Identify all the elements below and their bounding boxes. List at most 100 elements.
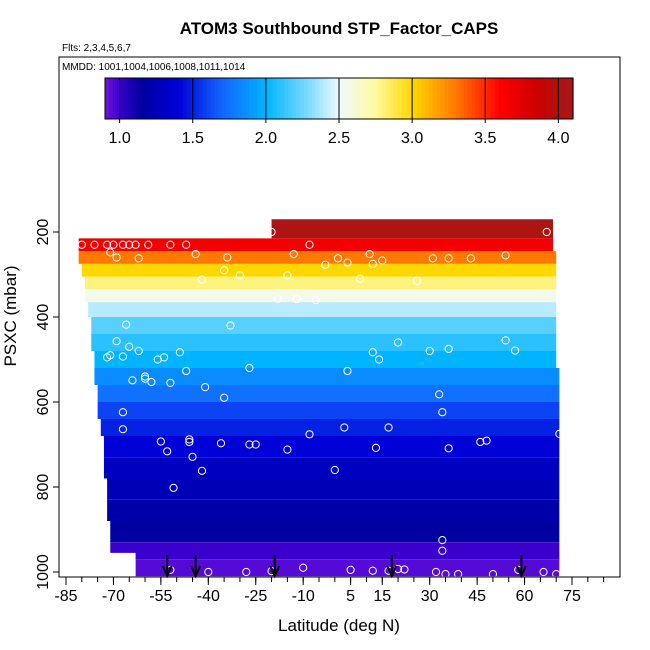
sample-marker xyxy=(539,567,548,577)
colorbar-swatch xyxy=(222,78,227,119)
sample-marker xyxy=(125,342,134,351)
colorbar-swatch xyxy=(179,78,184,119)
sample-marker xyxy=(197,275,207,284)
sample-marker xyxy=(77,240,86,249)
colorbar-swatch xyxy=(268,78,274,119)
y-axis: 200 400 600 800 1000 xyxy=(35,219,59,590)
y-tick-label: 400 xyxy=(35,304,52,331)
sample-marker xyxy=(216,439,226,448)
colorbar-swatch xyxy=(444,78,449,119)
x-tick-label: -25 xyxy=(244,588,267,605)
colorbar-swatch xyxy=(151,78,157,119)
sample-marker xyxy=(343,258,352,267)
sample-marker xyxy=(368,259,377,268)
colorbar-swatch xyxy=(487,78,492,119)
sample-marker xyxy=(185,435,194,444)
sample-marker xyxy=(125,240,134,249)
sample-marker xyxy=(330,465,339,475)
colorbar-swatch xyxy=(549,78,555,119)
colorbar-swatch xyxy=(120,78,126,119)
sample-marker xyxy=(134,346,143,356)
colorbar-swatch xyxy=(206,78,211,119)
colorbar-swatch xyxy=(315,78,321,119)
heatmap-band xyxy=(107,478,560,500)
y-tick-label: 1000 xyxy=(35,554,52,590)
colorbar-swatch xyxy=(198,78,204,119)
y-tick-label: 600 xyxy=(35,389,52,416)
colorbar-swatch xyxy=(428,78,434,119)
sample-marker xyxy=(226,321,235,330)
heatmap-band xyxy=(91,317,557,334)
sample-marker xyxy=(185,437,194,447)
sample-marker xyxy=(454,570,463,579)
heatmap-band xyxy=(88,302,557,317)
sample-marker xyxy=(476,437,485,447)
colorbar-swatch xyxy=(167,78,172,119)
sample-marker xyxy=(175,348,184,357)
colorbar-swatch xyxy=(370,78,375,119)
colorbar-swatch xyxy=(393,78,399,119)
lat-arrow-head xyxy=(190,565,202,579)
colorbar-swatch xyxy=(261,78,266,119)
colorbar-swatch xyxy=(175,78,180,119)
sample-marker xyxy=(235,271,245,280)
colorbar-swatch xyxy=(475,78,480,119)
sample-marker xyxy=(118,352,128,361)
colorbar-swatch xyxy=(378,78,383,119)
sample-marker xyxy=(425,346,434,356)
colorbar-swatch xyxy=(218,78,223,119)
colorbar-swatch xyxy=(350,78,356,119)
sample-marker xyxy=(103,240,112,249)
sample-marker xyxy=(90,240,99,249)
colorbar-swatch xyxy=(518,78,523,119)
sample-marker xyxy=(166,240,175,249)
colorbar-swatch xyxy=(409,78,414,119)
colorbar-swatch xyxy=(534,78,539,119)
sample-marker xyxy=(444,254,453,263)
colorbar-swatch xyxy=(417,78,422,119)
sample-marker xyxy=(134,254,143,263)
chart-title: ATOM3 Southbound STP_Factor_CAPS xyxy=(180,19,499,38)
colorbar-swatch xyxy=(241,78,246,119)
colorbar-swatch xyxy=(448,78,453,119)
colorbar-swatch xyxy=(541,78,547,119)
colorbar-swatch xyxy=(144,78,149,119)
sample-marker xyxy=(438,408,447,417)
sample-marker xyxy=(140,372,150,381)
sample-marker xyxy=(321,260,330,269)
x-tick-label: -85 xyxy=(54,588,77,605)
colorbar-swatch xyxy=(307,78,313,119)
sample-marker xyxy=(131,240,140,249)
colorbar-swatch xyxy=(452,78,457,119)
heatmap-band xyxy=(110,542,560,560)
sample-marker xyxy=(118,240,128,249)
heatmap-band xyxy=(78,251,557,264)
colorbar-swatch xyxy=(229,78,235,119)
colorbar-swatch xyxy=(389,78,395,119)
colorbar-swatch xyxy=(272,78,278,119)
colorbar-swatch xyxy=(116,78,122,119)
colorbar-swatch xyxy=(342,78,348,119)
colorbar-swatch xyxy=(358,78,363,119)
x-tick-label: -40 xyxy=(197,588,220,605)
lat-arrow-head xyxy=(161,565,173,579)
sample-marker xyxy=(400,565,409,574)
sample-marker xyxy=(482,436,491,445)
flights-note: Flts: 2,3,4,5,6,7 xyxy=(62,43,131,54)
sample-marker xyxy=(106,248,115,257)
colorbar-swatch xyxy=(557,78,562,119)
sample-marker xyxy=(444,344,453,353)
heatmap-bands xyxy=(78,219,560,577)
sample-marker xyxy=(333,254,343,263)
colorbar-swatch xyxy=(284,78,289,119)
sample-marker xyxy=(166,378,175,387)
sample-marker xyxy=(118,425,128,434)
colorbar-swatch xyxy=(530,78,535,119)
colorbar-swatch xyxy=(401,78,406,119)
colorbar-swatch xyxy=(186,78,192,119)
x-tick-label: -10 xyxy=(292,588,315,605)
colorbar-swatch xyxy=(420,78,426,119)
sample-marker xyxy=(201,383,210,392)
sample-marker xyxy=(346,565,355,574)
colorbar-swatch xyxy=(140,78,145,119)
